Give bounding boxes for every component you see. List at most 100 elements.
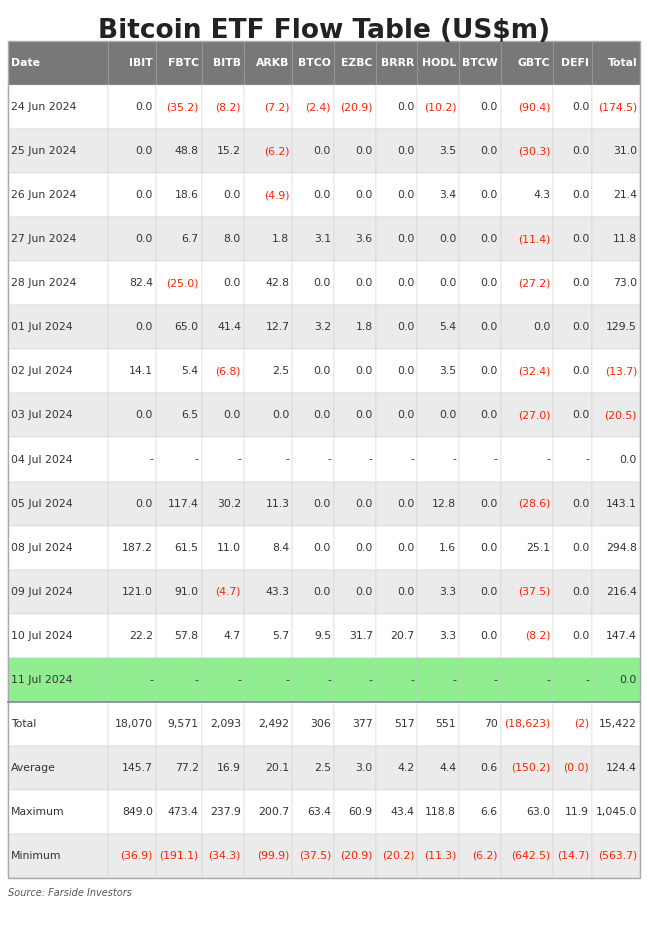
Bar bbox=[417, 746, 459, 790]
Bar bbox=[553, 746, 592, 790]
Text: 0.0: 0.0 bbox=[272, 411, 290, 420]
Text: -: - bbox=[286, 455, 290, 464]
Bar bbox=[553, 481, 592, 526]
Text: 6.5: 6.5 bbox=[181, 411, 199, 420]
Bar bbox=[553, 41, 592, 85]
Text: 129.5: 129.5 bbox=[606, 322, 637, 332]
Text: (642.5): (642.5) bbox=[511, 851, 550, 861]
Text: 3.0: 3.0 bbox=[356, 763, 373, 773]
Text: 20.1: 20.1 bbox=[265, 763, 290, 773]
Text: 0.0: 0.0 bbox=[480, 234, 498, 244]
Bar bbox=[244, 834, 292, 878]
Text: 849.0: 849.0 bbox=[122, 807, 153, 817]
Text: 0.0: 0.0 bbox=[397, 190, 415, 200]
Bar bbox=[376, 349, 417, 393]
Bar bbox=[501, 393, 553, 437]
Text: 11.0: 11.0 bbox=[217, 543, 241, 552]
Bar bbox=[202, 790, 244, 834]
Bar bbox=[244, 526, 292, 570]
Text: 473.4: 473.4 bbox=[168, 807, 199, 817]
Text: -: - bbox=[546, 675, 550, 685]
Text: 24 Jun 2024: 24 Jun 2024 bbox=[11, 102, 76, 112]
Bar bbox=[553, 393, 592, 437]
Text: -: - bbox=[369, 455, 373, 464]
Text: 0.0: 0.0 bbox=[135, 234, 153, 244]
Text: 0.0: 0.0 bbox=[355, 411, 373, 420]
Bar bbox=[501, 129, 553, 173]
Text: (20.9): (20.9) bbox=[340, 851, 373, 861]
Bar bbox=[244, 305, 292, 349]
Bar bbox=[292, 702, 334, 746]
Text: (20.5): (20.5) bbox=[605, 411, 637, 420]
Bar bbox=[292, 349, 334, 393]
Text: Date: Date bbox=[11, 58, 40, 68]
Text: 0.0: 0.0 bbox=[480, 322, 498, 332]
Text: 0.0: 0.0 bbox=[619, 455, 637, 464]
Text: 0.0: 0.0 bbox=[439, 278, 456, 288]
Text: Total: Total bbox=[607, 58, 637, 68]
Bar bbox=[459, 746, 501, 790]
Text: 0.0: 0.0 bbox=[355, 278, 373, 288]
Bar bbox=[553, 834, 592, 878]
Bar bbox=[156, 129, 202, 173]
Bar bbox=[8, 129, 108, 173]
Bar bbox=[459, 570, 501, 614]
Text: 124.4: 124.4 bbox=[606, 763, 637, 773]
Bar bbox=[501, 481, 553, 526]
Bar bbox=[592, 526, 640, 570]
Bar bbox=[501, 305, 553, 349]
Text: 0.0: 0.0 bbox=[572, 499, 589, 508]
Text: (37.5): (37.5) bbox=[518, 587, 550, 596]
Text: 18,070: 18,070 bbox=[115, 719, 153, 729]
Bar bbox=[108, 526, 156, 570]
Text: 12.8: 12.8 bbox=[432, 499, 456, 508]
Bar bbox=[417, 173, 459, 217]
Text: 0.0: 0.0 bbox=[397, 234, 415, 244]
Text: 3.5: 3.5 bbox=[439, 366, 456, 376]
Text: (18,623): (18,623) bbox=[504, 719, 550, 729]
Text: 02 Jul 2024: 02 Jul 2024 bbox=[11, 366, 73, 376]
Bar bbox=[334, 746, 376, 790]
Bar bbox=[376, 481, 417, 526]
Bar bbox=[156, 746, 202, 790]
Bar bbox=[156, 173, 202, 217]
Bar bbox=[501, 834, 553, 878]
Text: 20.7: 20.7 bbox=[390, 631, 415, 641]
Bar bbox=[108, 658, 156, 702]
Bar bbox=[244, 261, 292, 305]
Text: 0.0: 0.0 bbox=[480, 543, 498, 552]
Bar bbox=[459, 481, 501, 526]
Text: 73.0: 73.0 bbox=[613, 278, 637, 288]
Text: (32.4): (32.4) bbox=[518, 366, 550, 376]
Text: (2): (2) bbox=[574, 719, 589, 729]
Text: 0.0: 0.0 bbox=[314, 411, 331, 420]
Bar bbox=[156, 261, 202, 305]
Text: 11.8: 11.8 bbox=[613, 234, 637, 244]
Text: 28 Jun 2024: 28 Jun 2024 bbox=[11, 278, 76, 288]
Text: EZBC: EZBC bbox=[341, 58, 373, 68]
Text: 306: 306 bbox=[310, 719, 331, 729]
Bar bbox=[108, 85, 156, 129]
Text: 0.0: 0.0 bbox=[572, 322, 589, 332]
Text: (10.2): (10.2) bbox=[424, 102, 456, 112]
Bar bbox=[8, 481, 108, 526]
Text: 0.0: 0.0 bbox=[480, 499, 498, 508]
Bar bbox=[156, 85, 202, 129]
Bar bbox=[156, 393, 202, 437]
Text: 31.7: 31.7 bbox=[349, 631, 373, 641]
Text: 0.0: 0.0 bbox=[314, 499, 331, 508]
Bar bbox=[459, 349, 501, 393]
Text: 70: 70 bbox=[484, 719, 498, 729]
Text: 0.0: 0.0 bbox=[533, 322, 550, 332]
Bar bbox=[8, 41, 640, 878]
Text: 43.3: 43.3 bbox=[266, 587, 290, 596]
Text: 11.3: 11.3 bbox=[266, 499, 290, 508]
Text: -: - bbox=[494, 675, 498, 685]
Text: 6.7: 6.7 bbox=[181, 234, 199, 244]
Text: (11.3): (11.3) bbox=[424, 851, 456, 861]
Text: 4.2: 4.2 bbox=[397, 763, 415, 773]
Bar bbox=[8, 702, 108, 746]
Bar bbox=[592, 129, 640, 173]
Bar bbox=[334, 614, 376, 658]
Text: 0.0: 0.0 bbox=[355, 499, 373, 508]
